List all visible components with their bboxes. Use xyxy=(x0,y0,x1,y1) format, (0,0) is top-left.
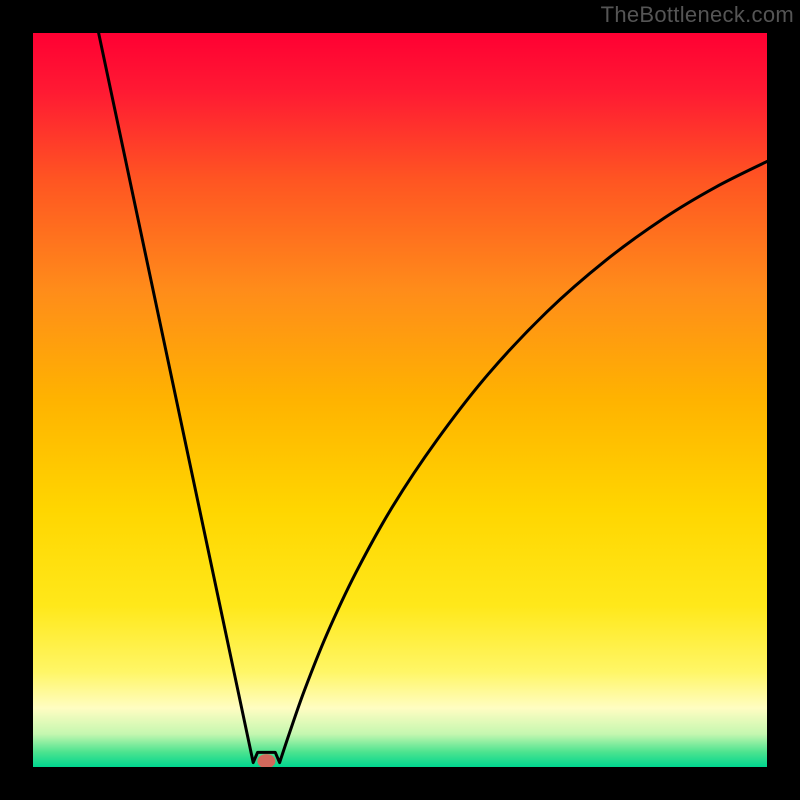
plot-gradient-background xyxy=(33,33,767,767)
watermark-text: TheBottleneck.com xyxy=(601,2,794,28)
optimal-point-marker xyxy=(257,754,275,768)
chart-canvas: TheBottleneck.com xyxy=(0,0,800,800)
bottleneck-chart-svg xyxy=(0,0,800,800)
